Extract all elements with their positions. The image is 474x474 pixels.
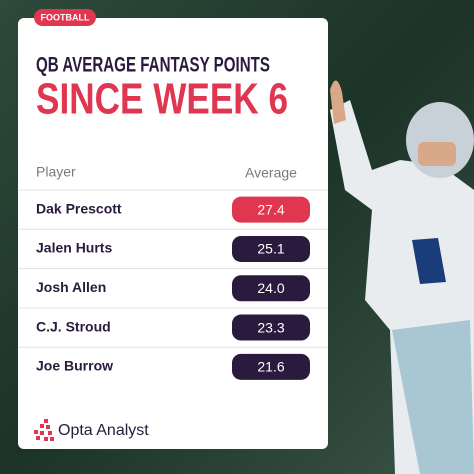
brand: Opta Analyst [58, 422, 149, 439]
value: 27.4 [257, 201, 284, 217]
subtitle: SINCE WEEK 6 [36, 75, 288, 124]
table-rows: Dak Prescott 27.4 Jalen Hurts 25.1 Josh Alle… [18, 189, 328, 380]
card [18, 18, 328, 449]
player-name: Dak Prescott [36, 200, 122, 216]
value-pill [232, 196, 310, 223]
player-name: C.J. Stroud [36, 318, 111, 334]
value-pill [232, 275, 310, 302]
tag: FOOTBALL [41, 12, 90, 22]
value: 21.6 [257, 359, 284, 375]
value: 25.1 [257, 241, 284, 257]
logo-icon [34, 419, 54, 441]
tag-pill [34, 9, 96, 26]
player-photo [330, 80, 474, 474]
value: 23.3 [257, 319, 284, 335]
player-name: Jalen Hurts [36, 240, 112, 256]
column-header: Average [245, 165, 297, 181]
value-pill [232, 353, 310, 380]
player-name: Joe Burrow [36, 358, 113, 374]
title: QB AVERAGE FANTASY POINTS [36, 54, 270, 77]
value: 24.0 [257, 280, 284, 296]
column-header: Player [36, 164, 76, 180]
player-name: Josh Allen [36, 279, 106, 295]
value-pill [232, 235, 310, 262]
value-pill [232, 314, 310, 341]
